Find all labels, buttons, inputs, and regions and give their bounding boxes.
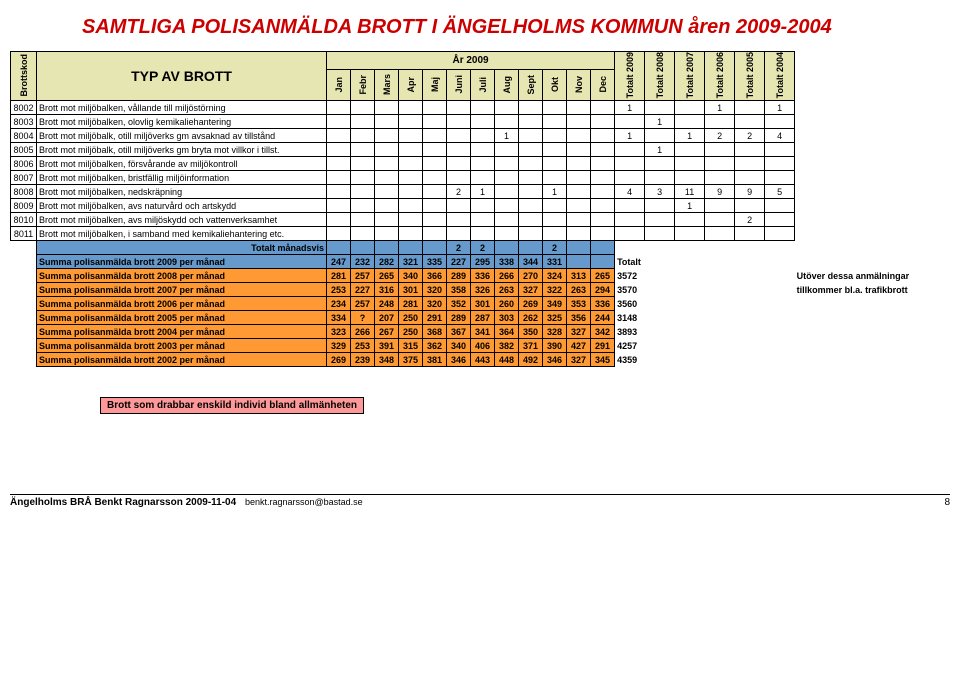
crime-code: 8002: [11, 101, 37, 115]
total-monthly-row: Totalt månadsvis222: [11, 241, 955, 255]
crime-code: 8008: [11, 185, 37, 199]
page-title: SAMTLIGA POLISANMÄLDA BROTT I ÄNGELHOLMS…: [82, 16, 950, 39]
table-row: 8008Brott mot miljöbalken, nedskräpning2…: [11, 185, 955, 199]
table-row: 8005Brott mot miljöbalk, otill miljöverk…: [11, 143, 955, 157]
summa-extra: tillkommer bl.a. trafikbrott: [795, 283, 955, 297]
footer-email: benkt.ragnarsson@bastad.se: [245, 497, 363, 507]
summa-total: 3893: [615, 325, 645, 339]
total-2006-header: Totalt 2006: [705, 52, 735, 101]
summa-total: 3570: [615, 283, 645, 297]
total-2005-header: Totalt 2005: [735, 52, 765, 101]
table-row: 8004Brott mot miljöbalk, otill miljöverk…: [11, 129, 955, 143]
table-row: 8003Brott mot miljöbalken, olovlig kemik…: [11, 115, 955, 129]
crime-desc: Brott mot miljöbalken, vållande till mil…: [37, 101, 327, 115]
summa-row: Summa polisanmälda brott 2008 per månad2…: [11, 269, 955, 283]
summa-extra: [795, 255, 955, 269]
summa-label: Summa polisanmälda brott 2005 per månad: [37, 311, 327, 325]
footer-author: Ängelholms BRÅ Benkt Ragnarsson 2009-11-…: [10, 497, 236, 508]
table-row: 8011Brott mot miljöbalken, i samband med…: [11, 227, 955, 241]
summa-label: Summa polisanmälda brott 2008 per månad: [37, 269, 327, 283]
crime-code: 8011: [11, 227, 37, 241]
summa-extra: Utöver dessa anmälningar: [795, 269, 955, 283]
page-number: 8: [944, 497, 950, 508]
type-header: TYP AV BROTT: [37, 52, 327, 101]
summa-label: Summa polisanmälda brott 2007 per månad: [37, 283, 327, 297]
summa-total: Totalt: [615, 255, 645, 269]
total-2004-header: Totalt 2004: [765, 52, 795, 101]
summa-extra: [795, 311, 955, 325]
summa-extra: [795, 339, 955, 353]
summa-row: Summa polisanmälda brott 2004 per månad 3…: [11, 325, 955, 339]
summa-total: 4359: [615, 353, 645, 367]
summa-label: Summa polisanmälda brott 2003 per månad: [37, 339, 327, 353]
month-header-maj: Maj: [423, 70, 447, 101]
summa-label: Summa polisanmälda brott 2004 per månad: [37, 325, 327, 339]
footer-note: Brott som drabbar enskild individ bland …: [100, 397, 364, 414]
crime-code: 8006: [11, 157, 37, 171]
total-monthly-label: Totalt månadsvis: [37, 241, 327, 255]
month-header-apr: Apr: [399, 70, 423, 101]
crime-desc: Brott mot miljöbalken, bristfällig miljö…: [37, 171, 327, 185]
crime-desc: Brott mot miljöbalken, olovlig kemikalie…: [37, 115, 327, 129]
total-2009-header: Totalt 2009: [615, 52, 645, 101]
summa-total: 3572: [615, 269, 645, 283]
summa-row: Summa polisanmälda brott 2007 per månad2…: [11, 283, 955, 297]
month-header-jan: Jan: [327, 70, 351, 101]
crime-desc: Brott mot miljöbalken, avs miljöskydd oc…: [37, 213, 327, 227]
table-row: 8007Brott mot miljöbalken, bristfällig m…: [11, 171, 955, 185]
table-row: 8002Brott mot miljöbalken, vållande till…: [11, 101, 955, 115]
month-header-okt: Okt: [543, 70, 567, 101]
month-header-nov: Nov: [567, 70, 591, 101]
month-header-mars: Mars: [375, 70, 399, 101]
table-row: 8009Brott mot miljöbalken, avs naturvård…: [11, 199, 955, 213]
crime-desc: Brott mot miljöbalken, i samband med kem…: [37, 227, 327, 241]
total-2007-header: Totalt 2007: [675, 52, 705, 101]
summa-total: 3148: [615, 311, 645, 325]
total-2008-header: Totalt 2008: [645, 52, 675, 101]
summa-row: Summa polisanmälda brott 2006 per månad2…: [11, 297, 955, 311]
brottskod-header: Brottskod: [11, 52, 37, 101]
crime-desc: Brott mot miljöbalk, otill miljöverks gm…: [37, 129, 327, 143]
month-header-dec: Dec: [591, 70, 615, 101]
month-header-aug: Aug: [495, 70, 519, 101]
summa-row: Summa polisanmälda brott 2003 per månad3…: [11, 339, 955, 353]
crime-desc: Brott mot miljöbalken, nedskräpning: [37, 185, 327, 199]
summa-label: Summa polisanmälda brott 2006 per månad: [37, 297, 327, 311]
month-header-juli: Juli: [471, 70, 495, 101]
crime-code: 8004: [11, 129, 37, 143]
table-row: 8010Brott mot miljöbalken, avs miljöskyd…: [11, 213, 955, 227]
month-header-sept: Sept: [519, 70, 543, 101]
summa-total: 4257: [615, 339, 645, 353]
page-footer: Ängelholms BRÅ Benkt Ragnarsson 2009-11-…: [10, 494, 950, 508]
summa-label: Summa polisanmälda brott 2002 per månad: [37, 353, 327, 367]
summa-extra: [795, 353, 955, 367]
summa-total: 3560: [615, 297, 645, 311]
summa-row: Summa polisanmälda brott 2002 per månad2…: [11, 353, 955, 367]
month-header-juni: Juni: [447, 70, 471, 101]
summa-extra: [795, 297, 955, 311]
summa-row: Summa polisanmälda brott 2009 per månad2…: [11, 255, 955, 269]
summa-row: Summa polisanmälda brott 2005 per månad 3…: [11, 311, 955, 325]
crime-code: 8003: [11, 115, 37, 129]
crime-desc: Brott mot miljöbalk, otill miljöverks gm…: [37, 143, 327, 157]
table-row: 8006Brott mot miljöbalken, försvårande a…: [11, 157, 955, 171]
year-header: År 2009: [327, 52, 615, 70]
month-header-febr: Febr: [351, 70, 375, 101]
summa-label: Summa polisanmälda brott 2009 per månad: [37, 255, 327, 269]
summa-extra: [795, 325, 955, 339]
crime-code: 8007: [11, 171, 37, 185]
crime-table: Brottskod TYP AV BROTT År 2009 Totalt 20…: [10, 51, 955, 367]
crime-desc: Brott mot miljöbalken, avs naturvård och…: [37, 199, 327, 213]
crime-code: 8010: [11, 213, 37, 227]
crime-code: 8009: [11, 199, 37, 213]
crime-code: 8005: [11, 143, 37, 157]
crime-desc: Brott mot miljöbalken, försvårande av mi…: [37, 157, 327, 171]
